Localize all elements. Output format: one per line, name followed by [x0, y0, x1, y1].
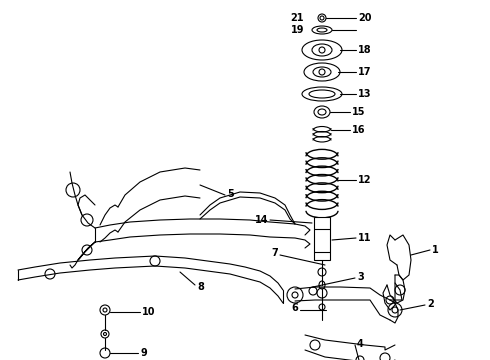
Text: 4: 4 — [357, 339, 364, 349]
Text: 15: 15 — [352, 107, 366, 117]
Text: 18: 18 — [358, 45, 371, 55]
Text: 8: 8 — [197, 282, 204, 292]
Text: 1: 1 — [432, 245, 439, 255]
Text: 14: 14 — [254, 215, 268, 225]
Text: 12: 12 — [358, 175, 371, 185]
Text: 9: 9 — [140, 348, 147, 358]
Text: 16: 16 — [352, 125, 366, 135]
Text: 5: 5 — [227, 189, 234, 199]
Text: 20: 20 — [358, 13, 371, 23]
Text: 13: 13 — [358, 89, 371, 99]
Text: 21: 21 — [291, 13, 304, 23]
Text: 7: 7 — [271, 248, 278, 258]
Text: 11: 11 — [358, 233, 371, 243]
Text: 17: 17 — [358, 67, 371, 77]
Text: 3: 3 — [357, 272, 364, 282]
Text: 10: 10 — [142, 307, 155, 317]
Bar — [314, 217, 330, 260]
Text: 6: 6 — [291, 303, 298, 313]
Text: 2: 2 — [427, 299, 434, 309]
Text: 19: 19 — [291, 25, 304, 35]
